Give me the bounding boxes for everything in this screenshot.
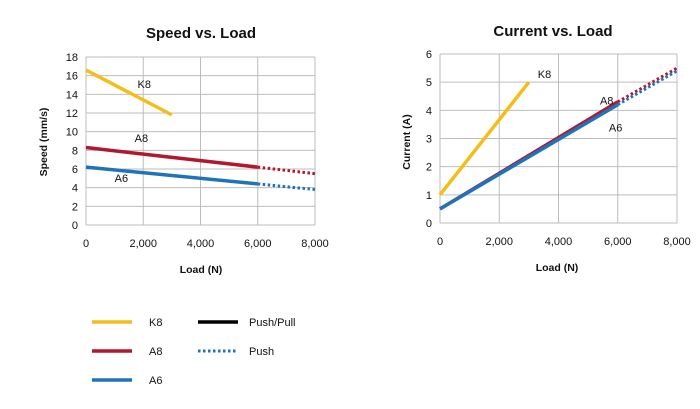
current-chart-y-label: Current (A) <box>401 114 413 169</box>
current-y-tick-label: 0 <box>426 218 432 230</box>
current-y-tick-label: 1 <box>426 190 432 202</box>
speed-series-a8-push-line <box>257 165 316 176</box>
speed-x-tick-label: 0 <box>83 238 89 250</box>
speed-y-tick-label: 12 <box>66 108 78 120</box>
current-series-a6-line <box>439 103 619 211</box>
current-x-tick-label: 0 <box>437 236 443 248</box>
speed-chart-y-label: Speed (mm/s) <box>38 108 50 177</box>
current-y-tick-label: 3 <box>426 134 432 146</box>
current-series-a6-push-line <box>617 69 678 107</box>
current-annotation-k8: K8 <box>538 69 551 81</box>
speed-x-tick-label: 4,000 <box>187 238 215 250</box>
speed-y-tick-label: 16 <box>66 71 78 83</box>
speed-y-tick-label: 0 <box>72 220 78 232</box>
current-x-tick-label: 8,000 <box>663 236 691 248</box>
current-y-tick-label: 5 <box>426 77 432 89</box>
current-annotation-a6: A6 <box>609 122 622 134</box>
speed-y-tick-label: 6 <box>72 164 78 176</box>
current-annotation-a8: A8 <box>600 96 613 108</box>
speed-chart-plot: 0 2 4 6 8 10 12 14 16 18 0 2,000 4,000 6,000 8,000 K8 A8… <box>66 52 329 250</box>
legend-label-k8: K8 <box>149 317 162 329</box>
legend-label-push-pull: Push/Pull <box>249 317 295 329</box>
speed-y-tick-label: 8 <box>72 145 78 157</box>
speed-y-tick-label: 14 <box>66 89 78 101</box>
speed-chart-x-label: Load (N) <box>180 264 223 276</box>
speed-series-a8-line <box>85 145 258 169</box>
current-chart-x-label: Load (N) <box>536 262 579 274</box>
speed-series-k8-line <box>85 68 173 117</box>
current-series-k8-line <box>438 81 531 196</box>
speed-chart-title: Speed vs. Load <box>146 25 256 42</box>
speed-x-tick-label: 8,000 <box>301 238 329 250</box>
current-series-a8-push-line <box>617 66 678 104</box>
speed-y-tick-label: 10 <box>66 127 78 139</box>
speed-y-tick-label: 18 <box>66 52 78 64</box>
speed-y-tick-label: 4 <box>72 183 78 195</box>
speed-annotation-a8: A8 <box>135 133 148 145</box>
current-y-tick-label: 6 <box>426 49 432 61</box>
speed-series-a6-line <box>85 165 258 186</box>
legend-label-a6: A6 <box>149 375 162 387</box>
current-x-tick-label: 4,000 <box>545 236 573 248</box>
current-x-tick-label: 6,000 <box>604 236 632 248</box>
current-chart-plot: 0 1 2 3 4 5 6 0 2,000 4,000 6,000 8,000 K8 A8 A6 <box>426 49 691 248</box>
speed-series-a6-push-line <box>257 182 316 192</box>
speed-annotation-a6: A6 <box>115 173 128 185</box>
legend-label-push: Push <box>249 346 274 358</box>
speed-x-tick-label: 2,000 <box>129 238 157 250</box>
current-y-tick-label: 2 <box>426 162 432 174</box>
speed-annotation-k8: K8 <box>138 79 151 91</box>
current-chart-title: Current vs. Load <box>493 23 612 40</box>
current-y-tick-label: 4 <box>426 105 432 117</box>
legend: K8 A8 A6 Push/Pull Push <box>92 317 295 387</box>
current-x-tick-label: 2,000 <box>485 236 513 248</box>
legend-label-a8: A8 <box>149 346 162 358</box>
speed-y-tick-label: 2 <box>72 201 78 213</box>
speed-x-tick-label: 6,000 <box>244 238 272 250</box>
